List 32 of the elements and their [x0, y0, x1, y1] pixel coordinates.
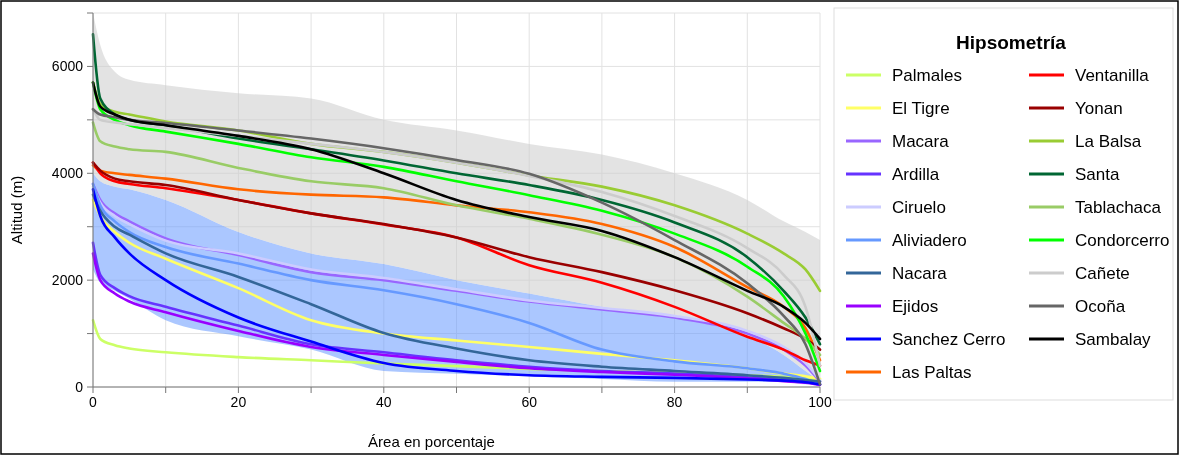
- legend-label: Sanchez Cerro: [892, 330, 1006, 349]
- legend-label: Condorcerro: [1075, 231, 1170, 250]
- x-tick-label: 60: [521, 394, 538, 410]
- x-tick-label: 100: [808, 394, 832, 410]
- legend-label: Aliviadero: [892, 231, 967, 250]
- legend-label: La Balsa: [1075, 132, 1142, 151]
- legend-label: Macara: [892, 132, 950, 151]
- legend-label: Cañete: [1075, 264, 1130, 283]
- legend-label: Palmales: [892, 66, 962, 85]
- legend-label: Sambalay: [1075, 330, 1152, 349]
- x-axis-title: Área en porcentaje: [368, 433, 495, 450]
- legend-label: Ocoña: [1075, 297, 1126, 316]
- legend-label: Nacara: [892, 264, 948, 283]
- legend-label: Yonan: [1075, 99, 1123, 118]
- y-axis-title: Altitud (m): [8, 175, 25, 245]
- legend-label: Las Paltas: [892, 363, 972, 382]
- y-tick-label: 6000: [51, 58, 84, 75]
- x-tick-label: 0: [89, 394, 98, 410]
- legend-label: Ardilla: [892, 165, 940, 184]
- legend-label: Ejidos: [892, 297, 939, 316]
- y-tick-label: 2000: [51, 272, 84, 289]
- legend-label: El Tigre: [892, 99, 950, 118]
- x-tick-label: 20: [230, 394, 247, 410]
- x-tick-label: 80: [666, 394, 683, 410]
- legend-label: Ciruelo: [892, 198, 946, 217]
- legend-label: Tablachaca: [1075, 198, 1162, 217]
- y-tick-label: 0: [75, 379, 84, 395]
- legend-label: Ventanilla: [1075, 66, 1150, 85]
- x-tick-label: 40: [376, 394, 392, 410]
- y-tick-label: 4000: [51, 165, 84, 182]
- legend-label: Santa: [1075, 165, 1120, 184]
- legend-title: Hipsometría: [956, 32, 1067, 53]
